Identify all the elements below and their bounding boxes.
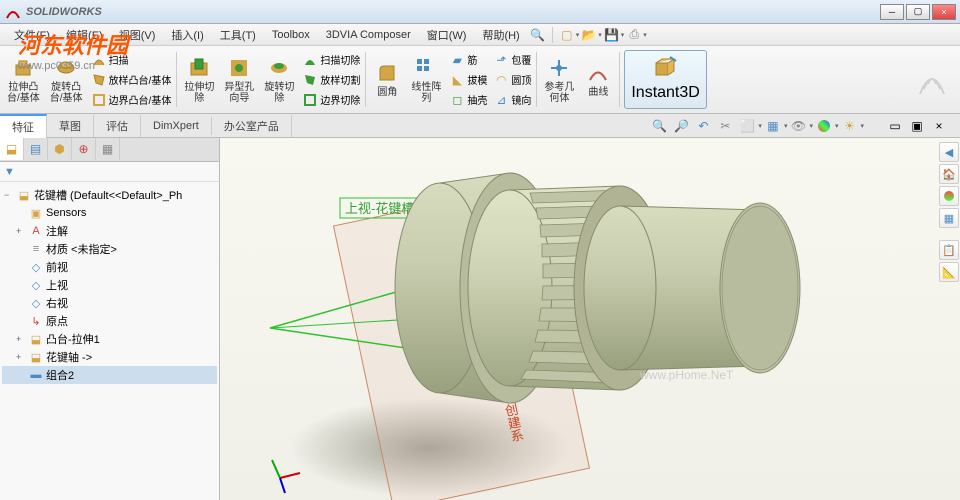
rb-custom-icon[interactable]: 📋 [939, 240, 959, 260]
ribbon-toolbar: 拉伸凸台/基体 旋转凸台/基体 扫描 放样凸台/基体 边界凸台/基体 拉伸切除 … [0, 46, 960, 114]
loft-button[interactable]: 放样凸台/基体 [88, 70, 175, 90]
appearance-icon[interactable] [814, 116, 834, 136]
new-doc-icon[interactable]: ▢ [558, 26, 576, 44]
rb-decals-icon[interactable]: ▦ [939, 208, 959, 228]
open-icon[interactable]: 📂 [580, 26, 598, 44]
tab-evaluate[interactable]: 评估 [94, 115, 141, 137]
rb-expand-icon[interactable]: ◀ [939, 142, 959, 162]
close-button[interactable]: × [932, 4, 956, 20]
tree-item[interactable]: +⬓凸台-拉伸1 [2, 330, 217, 348]
menu-insert[interactable]: 插入(I) [163, 25, 211, 45]
draft-button[interactable]: ◣拔模 [446, 70, 490, 90]
tree-item[interactable]: ▬组合2 [2, 366, 217, 384]
tab-features[interactable]: 特征 [0, 114, 47, 138]
prev-view-icon[interactable]: ↶ [693, 116, 713, 136]
tree-item[interactable]: ◇右视 [2, 294, 217, 312]
menu-view[interactable]: 视图(V) [111, 25, 164, 45]
ref-geometry-button[interactable]: 参考几何体 [540, 48, 578, 111]
tab-dimxpert[interactable]: DimXpert [141, 117, 212, 135]
sb-tab-dim-icon[interactable]: ⊕ [72, 138, 96, 160]
rib-button[interactable]: ▰筋 [446, 50, 490, 70]
menu-edit[interactable]: 编辑(E) [58, 25, 111, 45]
tree-item[interactable]: ▣Sensors [2, 204, 217, 222]
cut-loft-button[interactable]: 放样切割 [299, 70, 363, 90]
fillet-button[interactable]: 圆角 [369, 48, 405, 111]
view-toolbar: 🔍 🔎 ↶ ✂ ⬜▾ ▦▾ 👁▾ ▾ ☀▾ ▭ ▣ × [648, 116, 960, 136]
wrap-button[interactable]: ⬏包覆 [490, 50, 534, 70]
feature-tree-sidebar: ⬓ ▤ ⬢ ⊕ ▦ ▼ −⬓花键槽 (Default<<Default>_Ph … [0, 138, 220, 500]
feature-tree: −⬓花键槽 (Default<<Default>_Ph ▣Sensors+A注解… [0, 182, 219, 500]
zoom-fit-icon[interactable]: 🔍 [649, 116, 669, 136]
menu-toolbox[interactable]: Toolbox [264, 27, 318, 43]
tree-item[interactable]: ↳原点 [2, 312, 217, 330]
tree-item[interactable]: +A注解 [2, 222, 217, 240]
3d-viewport[interactable]: www.pHome.NeT 花键-创建系 上视-花键槽 [220, 138, 960, 500]
boundary-button[interactable]: 边界凸台/基体 [88, 90, 175, 110]
mirror-button[interactable]: ⊿镜向 [490, 90, 534, 110]
minimize-button[interactable]: ─ [880, 4, 904, 20]
svg-text:上视-花键槽: 上视-花键槽 [345, 201, 414, 216]
menu-window[interactable]: 窗口(W) [419, 25, 475, 45]
hide-show-icon[interactable]: 👁 [788, 116, 808, 136]
tree-root[interactable]: −⬓花键槽 (Default<<Default>_Ph [2, 186, 217, 204]
sb-tab-display-icon[interactable]: ▦ [96, 138, 120, 160]
cut-revolve-button[interactable]: 旋转切除 [260, 48, 298, 111]
rb-appearances-icon[interactable] [939, 186, 959, 206]
instant3d-button[interactable]: Instant3D [624, 50, 706, 109]
rb-home-icon[interactable]: 🏠 [939, 164, 959, 184]
save-icon[interactable]: 💾 [603, 26, 621, 44]
dome-button[interactable]: ◠圆顶 [490, 70, 534, 90]
shell-button[interactable]: ◻抽壳 [446, 90, 490, 110]
extrude-boss-button[interactable]: 拉伸凸台/基体 [3, 48, 44, 111]
tab-sketch[interactable]: 草图 [47, 115, 94, 137]
triad-icon [272, 460, 300, 493]
window-restore-icon[interactable]: ▣ [907, 116, 927, 136]
menu-3dvia[interactable]: 3DVIA Composer [318, 27, 419, 43]
ds-logo-icon [906, 48, 958, 111]
tree-item[interactable]: ◇上视 [2, 276, 217, 294]
filter-icon[interactable]: ▼ [4, 166, 15, 178]
menu-file[interactable]: 文件(F) [6, 25, 58, 45]
command-tabs: 特征 草图 评估 DimXpert 办公室产品 🔍 🔎 ↶ ✂ ⬜▾ ▦▾ 👁▾… [0, 114, 960, 138]
revolve-boss-button[interactable]: 旋转凸台/基体 [46, 48, 87, 111]
window-min-icon[interactable]: ▭ [885, 116, 905, 136]
search-icon[interactable]: 🔍 [529, 26, 547, 44]
cut-boundary-button[interactable]: 边界切除 [299, 90, 363, 110]
right-toolbar: ◀ 🏠 ▦ 📋 📐 [938, 138, 960, 286]
app-logo-icon [4, 3, 22, 21]
hole-wizard-button[interactable]: 异型孔向导 [220, 48, 258, 111]
titlebar: SOLIDWORKS ─ ▢ × [0, 0, 960, 24]
scene-icon[interactable]: ☀ [839, 116, 859, 136]
cut-sweep-button[interactable]: 扫描切除 [299, 50, 363, 70]
zoom-area-icon[interactable]: 🔎 [671, 116, 691, 136]
spline-model [395, 173, 800, 403]
view-orient-icon[interactable]: ⬜ [737, 116, 757, 136]
sb-tab-property-icon[interactable]: ▤ [24, 138, 48, 160]
menu-tools[interactable]: 工具(T) [212, 25, 264, 45]
tab-office[interactable]: 办公室产品 [212, 115, 292, 137]
cut-extrude-button[interactable]: 拉伸切除 [180, 48, 218, 111]
sweep-button[interactable]: 扫描 [88, 50, 175, 70]
tree-item[interactable]: ≡材质 <未指定> [2, 240, 217, 258]
maximize-button[interactable]: ▢ [906, 4, 930, 20]
app-title: SOLIDWORKS [26, 6, 102, 18]
curves-button[interactable]: 曲线 [580, 48, 616, 111]
linear-pattern-button[interactable]: 线性阵列 [407, 48, 445, 111]
rb-design-icon[interactable]: 📐 [939, 262, 959, 282]
section-icon[interactable]: ✂ [715, 116, 735, 136]
display-style-icon[interactable]: ▦ [763, 116, 783, 136]
menu-help[interactable]: 帮助(H) [474, 25, 527, 45]
tree-item[interactable]: ◇前视 [2, 258, 217, 276]
window-close-icon[interactable]: × [929, 116, 949, 136]
sb-tab-config-icon[interactable]: ⬢ [48, 138, 72, 160]
print-icon[interactable]: ⎙ [625, 26, 643, 44]
tree-item[interactable]: +⬓花键轴 -> [2, 348, 217, 366]
sb-tab-feature-icon[interactable]: ⬓ [0, 138, 24, 160]
menubar: 文件(F) 编辑(E) 视图(V) 插入(I) 工具(T) Toolbox 3D… [0, 24, 960, 46]
